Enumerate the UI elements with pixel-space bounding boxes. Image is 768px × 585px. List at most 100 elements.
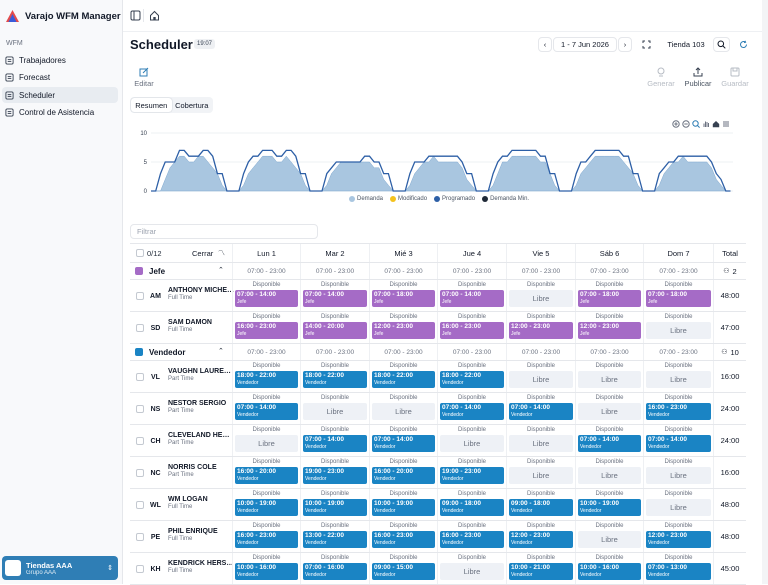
employee-checkbox[interactable] bbox=[136, 565, 144, 573]
shift-block[interactable]: 18:00 - 22:00 Vendedor bbox=[440, 371, 504, 388]
shift-block[interactable]: 16:00 - 23:00 Vendedor bbox=[235, 531, 298, 548]
shift-cell[interactable]: Disponible 07:00 - 14:00 Vendedor bbox=[232, 393, 300, 424]
shift-cell[interactable]: Disponible Libre bbox=[643, 489, 713, 520]
shift-cell[interactable]: Disponible 19:00 - 23:00 Vendedor bbox=[300, 457, 369, 488]
chart-toggle-icon[interactable]: 〽 bbox=[218, 250, 225, 257]
sidebar-item-forecast[interactable]: Forecast bbox=[2, 69, 118, 85]
shift-block[interactable]: 19:00 - 23:00 Vendedor bbox=[440, 467, 504, 484]
free-slot[interactable]: Libre bbox=[303, 403, 367, 420]
shift-block[interactable]: 09:00 - 18:00 Vendedor bbox=[509, 499, 573, 516]
shift-block[interactable]: 10:00 - 19:00 Vendedor bbox=[578, 499, 641, 516]
shift-cell[interactable]: Disponible Libre bbox=[369, 393, 437, 424]
zoom-out-icon[interactable] bbox=[682, 120, 690, 128]
shift-block[interactable]: 10:00 - 19:00 Vendedor bbox=[303, 499, 367, 516]
shift-cell[interactable]: Disponible 07:00 - 14:00 Jefe bbox=[437, 280, 506, 311]
employee-checkbox[interactable] bbox=[136, 292, 144, 300]
shift-cell[interactable]: Disponible 07:00 - 14:00 Vendedor bbox=[506, 393, 575, 424]
free-slot[interactable]: Libre bbox=[372, 403, 435, 420]
shift-cell[interactable]: Disponible 09:00 - 15:00 Vendedor bbox=[369, 553, 437, 584]
shift-cell[interactable]: Disponible 07:00 - 14:00 Vendedor bbox=[643, 425, 713, 456]
chevron-updown-icon[interactable]: ⌃ bbox=[218, 348, 224, 355]
generate-button[interactable]: Generar bbox=[641, 67, 681, 88]
filter-input[interactable]: Filtrar bbox=[130, 224, 318, 239]
shift-cell[interactable]: Disponible 07:00 - 18:00 Jefe bbox=[643, 280, 713, 311]
shift-block[interactable]: 16:00 - 23:00 Jefe bbox=[440, 322, 504, 339]
shift-block[interactable]: 10:00 - 19:00 Vendedor bbox=[235, 499, 298, 516]
shift-cell[interactable]: Disponible Libre bbox=[575, 393, 643, 424]
free-slot[interactable]: Libre bbox=[235, 435, 298, 452]
free-slot[interactable]: Libre bbox=[440, 563, 504, 580]
reset-home-icon[interactable] bbox=[712, 120, 720, 128]
shift-block[interactable]: 16:00 - 23:00 Vendedor bbox=[440, 531, 504, 548]
shift-cell[interactable]: Disponible 07:00 - 13:00 Vendedor bbox=[643, 553, 713, 584]
shift-cell[interactable]: Disponible Libre bbox=[643, 457, 713, 488]
menu-icon[interactable] bbox=[722, 120, 730, 128]
shift-cell[interactable]: Disponible Libre bbox=[506, 425, 575, 456]
employee-checkbox[interactable] bbox=[136, 373, 144, 381]
legend-modificado[interactable]: Modificado bbox=[390, 196, 427, 202]
shift-block[interactable]: 16:00 - 23:00 Vendedor bbox=[646, 403, 711, 420]
legend-programado[interactable]: Programado bbox=[434, 196, 475, 202]
employee-checkbox[interactable] bbox=[136, 533, 144, 541]
sidebar-item-trabajadores[interactable]: Trabajadores bbox=[2, 52, 118, 68]
shift-cell[interactable]: Disponible 14:00 - 20:00 Jefe bbox=[300, 312, 369, 343]
shift-cell[interactable]: Disponible 16:00 - 23:00 Jefe bbox=[437, 312, 506, 343]
home-icon[interactable] bbox=[149, 10, 160, 21]
shift-cell[interactable]: Disponible 07:00 - 14:00 Vendedor bbox=[437, 393, 506, 424]
shift-cell[interactable]: Disponible 09:00 - 18:00 Vendedor bbox=[437, 489, 506, 520]
free-slot[interactable]: Libre bbox=[509, 467, 573, 484]
employee-checkbox[interactable] bbox=[136, 405, 144, 413]
edit-button[interactable]: Editar bbox=[124, 67, 164, 88]
shift-block[interactable]: 10:00 - 16:00 Vendedor bbox=[578, 563, 641, 580]
employee-checkbox[interactable] bbox=[136, 469, 144, 477]
shift-cell[interactable]: Disponible Libre bbox=[506, 280, 575, 311]
shift-block[interactable]: 07:00 - 14:00 Jefe bbox=[303, 290, 367, 307]
shift-cell[interactable]: Disponible 10:00 - 16:00 Vendedor bbox=[232, 553, 300, 584]
shift-cell[interactable]: Disponible 10:00 - 19:00 Vendedor bbox=[575, 489, 643, 520]
shift-cell[interactable]: Disponible 07:00 - 14:00 Vendedor bbox=[300, 425, 369, 456]
legend-demanda[interactable]: Demanda bbox=[349, 196, 383, 202]
shift-cell[interactable]: Disponible 07:00 - 18:00 Jefe bbox=[369, 280, 437, 311]
app-brand[interactable]: Varajo WFM Manager bbox=[6, 10, 121, 22]
shift-block[interactable]: 07:00 - 14:00 Vendedor bbox=[578, 435, 641, 452]
free-slot[interactable]: Libre bbox=[578, 531, 641, 548]
shift-block[interactable]: 07:00 - 16:00 Vendedor bbox=[303, 563, 367, 580]
shift-cell[interactable]: Disponible 07:00 - 14:00 Jefe bbox=[232, 280, 300, 311]
shift-cell[interactable]: Disponible Libre bbox=[506, 457, 575, 488]
shift-block[interactable]: 16:00 - 23:00 Vendedor bbox=[372, 531, 435, 548]
close-button[interactable]: Cerrar bbox=[192, 249, 214, 258]
shift-cell[interactable]: Disponible 07:00 - 14:00 Vendedor bbox=[575, 425, 643, 456]
shift-cell[interactable]: Disponible 13:00 - 22:00 Vendedor bbox=[300, 521, 369, 552]
shift-block[interactable]: 07:00 - 14:00 Jefe bbox=[440, 290, 504, 307]
chevron-updown-icon[interactable]: ⌃ bbox=[218, 267, 224, 274]
shift-cell[interactable]: Disponible Libre bbox=[232, 425, 300, 456]
shift-block[interactable]: 13:00 - 22:00 Vendedor bbox=[303, 531, 367, 548]
shift-cell[interactable]: Disponible 12:00 - 23:00 Jefe bbox=[506, 312, 575, 343]
zoom-in-icon[interactable] bbox=[672, 120, 680, 128]
shift-cell[interactable]: Disponible 10:00 - 19:00 Vendedor bbox=[232, 489, 300, 520]
shift-block[interactable]: 07:00 - 14:00 Vendedor bbox=[372, 435, 435, 452]
shift-cell[interactable]: Disponible 19:00 - 23:00 Vendedor bbox=[437, 457, 506, 488]
pan-hand-icon[interactable] bbox=[702, 120, 710, 128]
tab-cobertura[interactable]: Cobertura bbox=[175, 100, 209, 110]
shift-block[interactable]: 16:00 - 23:00 Jefe bbox=[235, 322, 298, 339]
shift-cell[interactable]: Disponible 12:00 - 23:00 Jefe bbox=[575, 312, 643, 343]
shift-cell[interactable]: Disponible 16:00 - 23:00 Vendedor bbox=[437, 521, 506, 552]
shift-cell[interactable]: Disponible Libre bbox=[643, 361, 713, 392]
select-all-checkbox[interactable] bbox=[136, 249, 144, 257]
tab-resumen[interactable]: Resumen bbox=[131, 98, 172, 112]
next-week-button[interactable]: › bbox=[618, 37, 632, 52]
shift-cell[interactable]: Disponible 16:00 - 23:00 Jefe bbox=[232, 312, 300, 343]
shift-cell[interactable]: Disponible 09:00 - 18:00 Vendedor bbox=[506, 489, 575, 520]
shift-cell[interactable]: Disponible 18:00 - 22:00 Vendedor bbox=[437, 361, 506, 392]
shift-block[interactable]: 10:00 - 19:00 Vendedor bbox=[372, 499, 435, 516]
shift-block[interactable]: 07:00 - 18:00 Jefe bbox=[578, 290, 641, 307]
store-switcher[interactable]: Tiendas AAA Grupo AAA ⇕ bbox=[2, 556, 118, 580]
free-slot[interactable]: Libre bbox=[509, 435, 573, 452]
store-select[interactable]: Tienda 103 bbox=[662, 37, 710, 52]
sidebar-item-scheduler[interactable]: Scheduler bbox=[2, 87, 118, 103]
shift-cell[interactable]: Disponible 10:00 - 19:00 Vendedor bbox=[369, 489, 437, 520]
shift-block[interactable]: 10:00 - 21:00 Vendedor bbox=[509, 563, 573, 580]
shift-block[interactable]: 14:00 - 20:00 Jefe bbox=[303, 322, 367, 339]
prev-week-button[interactable]: ‹ bbox=[538, 37, 552, 52]
